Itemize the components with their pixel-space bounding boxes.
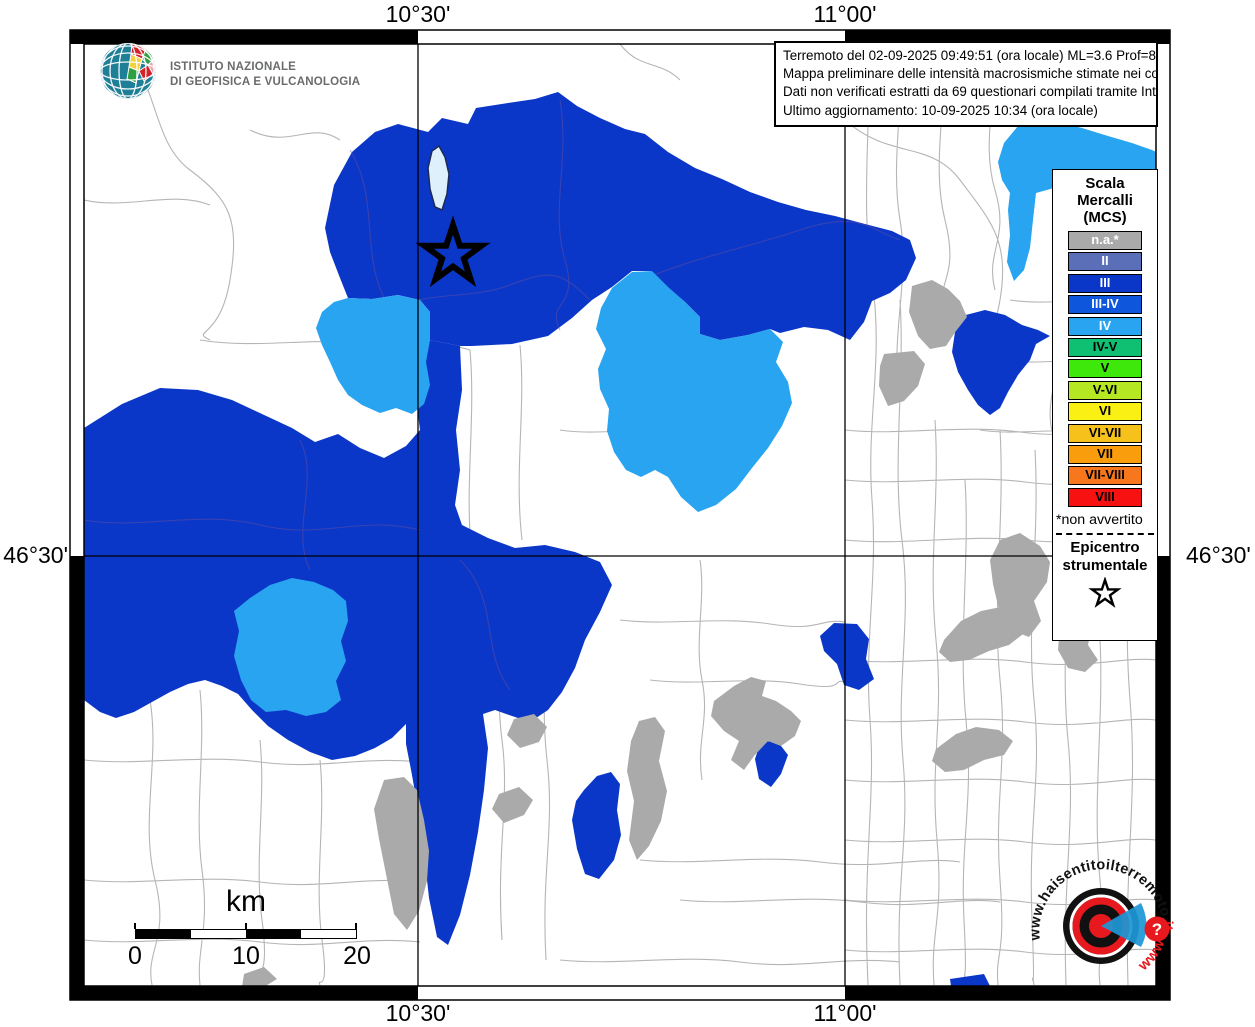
legend-swatch-iii-iv: III-IV	[1068, 295, 1142, 315]
municipality-boundaries-inner	[84, 99, 901, 691]
legend-swatch-ii: II	[1068, 252, 1142, 272]
region-intensity-iii-small-3	[572, 772, 621, 879]
info-line-updated: Ultimo aggiornamento: 10-09-2025 10:34 (…	[783, 102, 1098, 118]
epicenter-star-icon	[415, 215, 491, 288]
region-not-felt-6	[711, 677, 801, 770]
region-intensity-iv-northeast	[998, 118, 1156, 281]
ingv-globe-icon	[100, 43, 156, 99]
info-line-source: Dati non verificati estratti da 69 quest…	[783, 84, 1158, 100]
scale-bar-tick	[134, 923, 136, 929]
legend-title-line3: (MCS)	[1083, 209, 1127, 226]
region-not-felt-10	[374, 777, 429, 930]
region-intensity-iii-small-1	[820, 623, 874, 690]
legend-epicenter-line2: strumentale	[1062, 556, 1148, 574]
axis-label-bottom-left: 10°30'	[385, 1000, 451, 1026]
legend-divider	[1056, 532, 1154, 535]
region-not-felt-5	[932, 727, 1013, 772]
earthquake-info-box: Terremoto del 02-09-2025 09:49:51 (ora l…	[774, 41, 1158, 127]
scale-bar-segment	[136, 930, 191, 938]
region-not-felt-9	[492, 787, 533, 823]
legend-swatch-vii-viii: VII-VIII	[1068, 466, 1142, 486]
scale-bar-label-0: 0	[128, 942, 142, 970]
axis-label-top-left: 10°30'	[385, 1, 451, 27]
legend-swatch-v-vi: V-VI	[1068, 380, 1142, 400]
legend-mcs: Scala Mercalli (MCS) n.a.* II III III-IV…	[1052, 169, 1158, 641]
legend-swatch-iv-v: IV-V	[1068, 337, 1142, 357]
region-not-felt-4	[939, 607, 1027, 662]
legend-epicenter-line1: Epicentro	[1070, 538, 1140, 556]
region-intensity-iii-southwest	[84, 340, 612, 945]
axis-label-top-right: 11°00'	[813, 1, 877, 27]
region-intensity-iv-west	[316, 295, 430, 414]
ingv-name-line1: ISTITUTO NAZIONALE	[170, 61, 297, 73]
legend-swatch-vi-vii: VI-VII	[1068, 423, 1142, 443]
region-not-felt-1	[909, 280, 967, 349]
scale-bar-unit: km	[226, 885, 266, 918]
legend-swatch-viii: VIII	[1068, 487, 1142, 507]
legend-swatch-vi: VI	[1068, 402, 1142, 422]
legend-title-line2: Mercalli	[1077, 192, 1133, 209]
scale-bar-tick	[245, 923, 247, 929]
region-intensity-iv-inner	[234, 578, 348, 716]
graticule	[84, 44, 1156, 986]
legend-swatch-v: V	[1068, 359, 1142, 379]
region-not-felt-11	[242, 967, 277, 986]
scale-bar-label-10: 10	[232, 942, 260, 970]
scale-bar-segment	[191, 930, 246, 938]
logo-question-badge	[1144, 916, 1170, 942]
info-line-description: Mappa preliminare delle intensità macros…	[783, 66, 1158, 82]
scale-bar-segment	[246, 930, 301, 938]
ingv-name: ISTITUTO NAZIONALE DI GEOFISICA E VULCAN…	[170, 60, 360, 90]
region-intensity-iv-central	[596, 271, 792, 512]
scale-bar-label-20: 20	[343, 942, 371, 970]
ingv-name-line2: DI GEOFISICA E VULCANOLOGIA	[170, 75, 361, 88]
legend-swatch-na: n.a.*	[1068, 231, 1142, 250]
map-frame	[69, 29, 1171, 1001]
region-intensity-iii-small-4	[950, 974, 990, 986]
legend-swatch-iii: III	[1068, 273, 1142, 293]
legend-footnote: *non avvertito	[1056, 511, 1143, 528]
scale-bar-tick	[355, 923, 357, 929]
scale-bar	[135, 929, 357, 939]
axis-label-left: 46°30'	[3, 542, 68, 568]
haisentitoilterremoto-logo: www.haisentitoilterremoto.it www. ?	[1019, 822, 1192, 1014]
region-not-felt-2	[879, 351, 925, 406]
legend-epicenter-star-icon	[1088, 575, 1122, 608]
legend-swatch-iv: IV	[1068, 316, 1142, 336]
scale-bar-segment	[301, 930, 356, 938]
region-not-felt-7	[627, 717, 667, 860]
legend-title-line1: Scala	[1085, 175, 1125, 192]
lake	[427, 144, 450, 212]
region-intensity-iii-east	[952, 310, 1050, 415]
logo-question-mark: ?	[1152, 920, 1162, 939]
axis-label-bottom-right: 11°00'	[813, 1000, 877, 1026]
logo-speech-cone-icon	[1101, 903, 1147, 947]
legend-swatch-vii: VII	[1068, 444, 1142, 464]
axis-label-right: 46°30'	[1186, 542, 1251, 568]
info-line-event: Terremoto del 02-09-2025 09:49:51 (ora l…	[783, 48, 1158, 63]
ingv-logo	[97, 40, 159, 107]
region-intensity-iii-small-2	[755, 741, 788, 787]
region-not-felt-8	[507, 714, 547, 748]
